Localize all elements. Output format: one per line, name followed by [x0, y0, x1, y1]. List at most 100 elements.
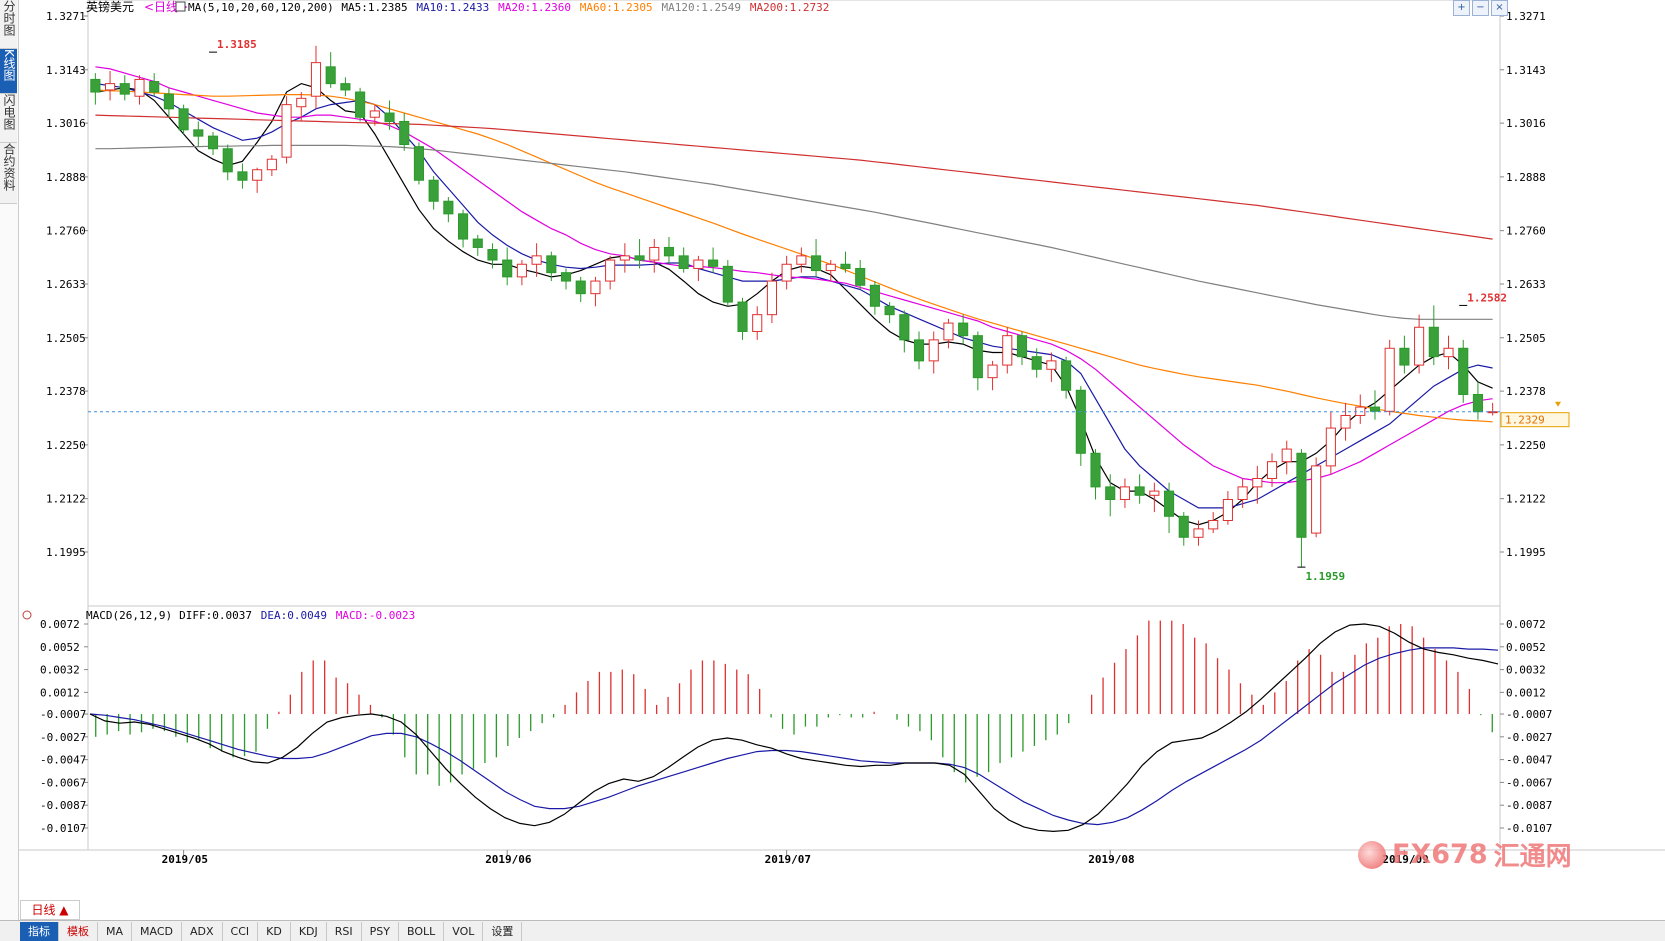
annotation-label-2: 1.1959	[1305, 570, 1345, 583]
main-legend: 英镑美元 <日线> MA(5,10,20,60,120,200) MA5:1.2385…	[86, 0, 829, 14]
macd-y-tick-label-right: -0.0007	[1506, 708, 1552, 721]
ma-value-4: MA120:1.2549	[662, 1, 741, 14]
date-label: 2019/07	[765, 853, 811, 866]
candle-body	[796, 255, 807, 265]
indicator-tab-12[interactable]: 设置	[483, 921, 523, 941]
current-price-marker-icon	[1555, 401, 1561, 407]
zoom-out-icon[interactable]: −	[1472, 0, 1489, 16]
close-icon[interactable]: ×	[1491, 0, 1508, 16]
candle-body	[384, 112, 395, 122]
candle-body	[1414, 326, 1425, 366]
candle-body	[1399, 347, 1410, 366]
candle-body	[884, 305, 895, 316]
candle-body	[1266, 461, 1278, 479]
date-label: 2019/06	[485, 853, 532, 866]
candle-body	[869, 284, 880, 307]
candle-body	[928, 339, 939, 362]
candle-body	[443, 200, 454, 215]
indicator-tab-0[interactable]: 指标	[20, 921, 59, 941]
indicator-tab-8[interactable]: RSI	[327, 921, 362, 941]
y-tick-label-left: 1.2250	[46, 439, 86, 452]
ma-value-0: MA5:1.2385	[341, 1, 407, 14]
ma-line-ma10	[95, 83, 1493, 509]
candle-body	[1458, 347, 1469, 395]
indicator-tab-3[interactable]: MACD	[132, 921, 182, 941]
macd-lines	[89, 623, 1499, 833]
macd-value-2: MACD:-0.0023	[336, 609, 415, 622]
macd-y-tick-label-left: 0.0052	[40, 641, 80, 654]
tab-flash-label: 闪电图	[2, 94, 16, 130]
main-y-axis: 1.3271 1.3271 1.3143 1.3143 1.3016 1.3016 1.28…	[46, 10, 1546, 559]
period-button[interactable]: 日线 ▲	[20, 900, 80, 920]
candle-body	[766, 280, 777, 316]
candle-body	[355, 91, 366, 118]
macd-y-tick-label-left: -0.0047	[40, 754, 86, 767]
candle-body	[487, 249, 498, 261]
date-axis: 2019/05 2019/06 2019/07 2019/08 2019/09	[162, 850, 1429, 866]
indicator-tab-1[interactable]: 模板	[59, 921, 98, 941]
candle-body	[958, 322, 969, 337]
candle-body	[752, 314, 763, 332]
candle-body	[619, 255, 630, 261]
candle-body	[899, 314, 910, 341]
candle-body	[325, 66, 336, 85]
side-tab-bar: 分时图 K线图 闪电图 合约资料	[0, 0, 19, 940]
ma-lines	[95, 66, 1493, 526]
candle-body	[649, 246, 660, 261]
candle-body	[708, 259, 719, 267]
y-tick-label-right: 1.2250	[1506, 439, 1546, 452]
candle-body	[1061, 360, 1072, 391]
indicator-tab-7[interactable]: KDJ	[291, 921, 327, 941]
ma-value-5: MA200:1.2732	[750, 1, 829, 14]
candle-body	[296, 97, 307, 108]
indicator-tab-2[interactable]: MA	[98, 921, 133, 941]
macd-y-tick-label-right: -0.0027	[1506, 731, 1552, 744]
candle-body	[222, 148, 233, 173]
tab-flash[interactable]: 闪电图	[0, 94, 17, 143]
indicator-tab-6[interactable]: KD	[258, 921, 291, 941]
zoom-in-icon[interactable]: +	[1453, 0, 1470, 16]
tab-contract-info[interactable]: 合约资料	[0, 143, 17, 204]
ma-line-ma60	[95, 89, 1493, 423]
candle-body	[516, 263, 527, 278]
indicator-tab-11[interactable]: VOL	[444, 921, 484, 941]
candle-body	[531, 255, 542, 265]
candle-body	[458, 213, 469, 240]
candle-body	[737, 301, 748, 332]
indicator-tab-9[interactable]: PSY	[362, 921, 399, 941]
indicator-tab-5[interactable]: CCI	[223, 921, 259, 941]
main-panel-frame	[87, 0, 1501, 607]
candle-body	[840, 263, 851, 269]
ma-line-ma20	[95, 66, 1493, 484]
candle-body	[178, 108, 189, 131]
candle-body	[855, 267, 866, 286]
annotation-label-0: 1.3185	[217, 38, 257, 51]
indicator-tab-10[interactable]: BOLL	[399, 921, 445, 941]
tab-timeshare[interactable]: 分时图	[0, 0, 17, 49]
candle-body	[1031, 356, 1042, 370]
watermark-cn-text: 汇通网	[1493, 842, 1572, 872]
candle-body	[310, 62, 322, 97]
y-tick-label-right: 1.2760	[1506, 225, 1546, 238]
ma-settings-icon	[175, 1, 186, 12]
candle-body	[1119, 486, 1130, 500]
tab-kline[interactable]: K线图	[0, 49, 17, 94]
macd-y-tick-label-left: 0.0032	[40, 664, 80, 677]
candle-body	[943, 322, 954, 341]
y-tick-label-right: 1.2633	[1506, 278, 1546, 291]
indicator-tab-4[interactable]: ADX	[182, 921, 223, 941]
candle-body	[149, 81, 160, 93]
macd-y-tick-label-left: -0.0087	[40, 799, 86, 812]
ma-line-ma200	[95, 114, 1493, 240]
ma-line-ma120	[95, 144, 1493, 320]
candle-body	[560, 272, 572, 282]
macd-y-tick-label-right: -0.0087	[1506, 799, 1552, 812]
candle-body	[590, 280, 601, 295]
candle-body	[134, 78, 145, 97]
candle-body	[575, 280, 586, 295]
y-tick-label-right: 1.3143	[1506, 64, 1546, 77]
macd-y-tick-label-right: 0.0012	[1506, 686, 1546, 699]
macd-legend: MACD(26,12,9) DIFF:0.0037 DEA:0.0049 MACD:-…	[22, 609, 415, 622]
candle-body	[1281, 448, 1292, 463]
